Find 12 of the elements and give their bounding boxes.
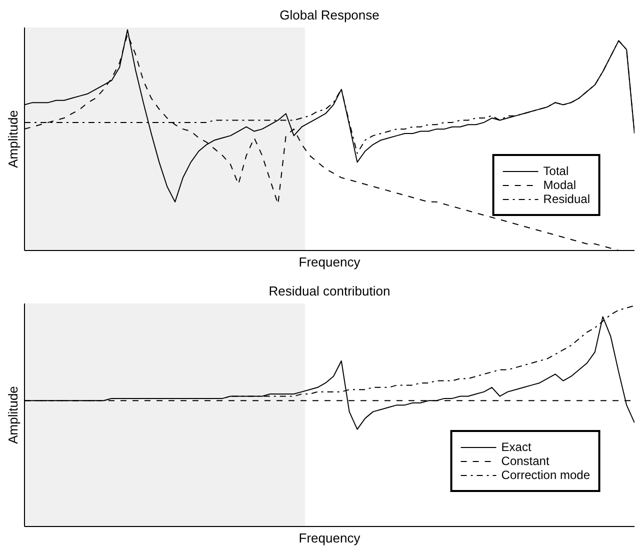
y-axis-title: Amplitude (6, 386, 20, 444)
legend-label: Modal (543, 178, 576, 192)
chart-title: Global Response (280, 8, 380, 22)
legend-label: Total (543, 164, 569, 178)
chart-title: Residual contribution (268, 284, 390, 298)
legend-label: Exact (501, 440, 532, 454)
y-axis-title: Amplitude (6, 110, 20, 168)
x-axis-title: Frequency (298, 254, 361, 270)
legend-label: Constant (501, 454, 550, 468)
x-axis-title: Frequency (298, 530, 361, 546)
legend-label: Residual (543, 192, 590, 206)
legend-label: Correction mode (501, 468, 590, 482)
